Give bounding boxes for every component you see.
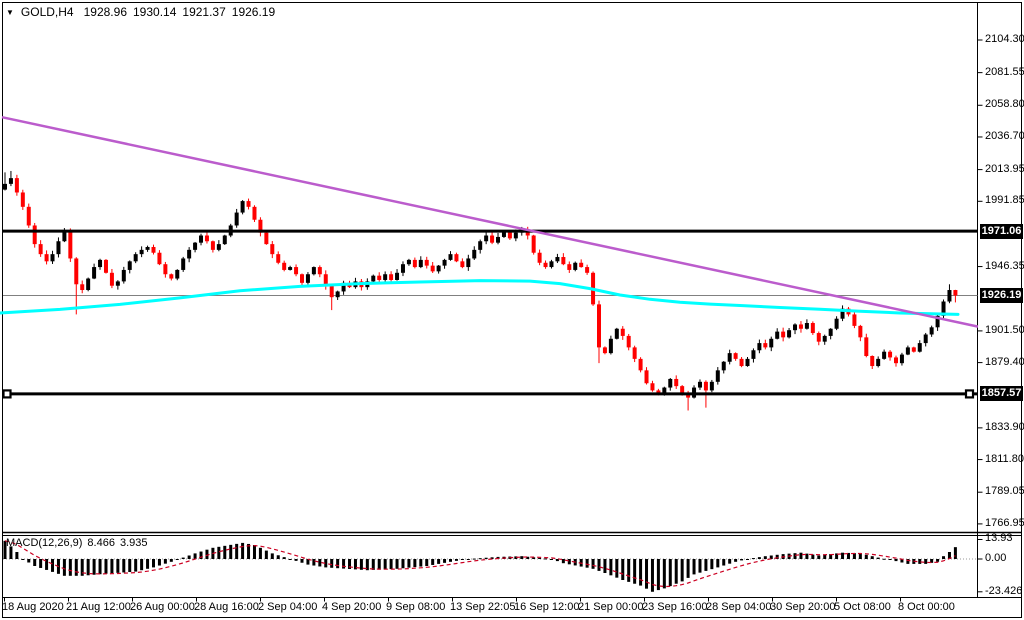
date-label: 9 Sep 08:00 xyxy=(386,601,446,613)
date-label: 5 Oct 08:00 xyxy=(834,601,891,613)
date-label: 23 Sep 16:00 xyxy=(642,601,708,613)
macd-tick-label: -23.426 xyxy=(985,584,1023,597)
descending-trendline[interactable] xyxy=(1,115,979,328)
macd-histogram xyxy=(3,540,957,592)
price-tick-label: 2036.70 xyxy=(985,129,1024,142)
line-handle[interactable] xyxy=(964,389,975,399)
low-value: 1921.37 xyxy=(182,5,226,19)
macd-value: 8.466 xyxy=(87,537,115,549)
open-value: 1928.96 xyxy=(83,5,127,19)
line-handle[interactable] xyxy=(2,389,12,399)
macd-name: MACD(12,26,9) xyxy=(6,537,83,549)
date-label: 21 Aug 12:00 xyxy=(66,601,131,613)
price-tick-label: 2013.95 xyxy=(985,162,1024,175)
price-tick-label: 1946.35 xyxy=(985,259,1024,272)
date-label: 21 Sep 00:00 xyxy=(578,601,644,613)
price-tick-label: 1901.50 xyxy=(985,323,1024,336)
date-label: 28 Aug 16:00 xyxy=(194,601,259,613)
price-tick-label: 1833.90 xyxy=(985,420,1024,433)
macd-tick-label: 13.93 xyxy=(985,532,1013,545)
date-label: 30 Sep 20:00 xyxy=(770,601,836,613)
price-tick-label: 1879.40 xyxy=(985,355,1024,368)
symbol-timeframe-label: GOLD,H4 xyxy=(20,5,74,19)
date-label: 26 Aug 00:00 xyxy=(130,601,195,613)
level-badge-support: 1857.57 xyxy=(980,386,1023,402)
date-label: 4 Sep 20:00 xyxy=(322,601,382,613)
date-label: 2 Sep 04:00 xyxy=(258,601,318,613)
symbol-dropdown-icon[interactable]: ▼ xyxy=(6,8,14,17)
price-tick-label: 1789.05 xyxy=(985,485,1024,498)
date-label: 8 Oct 00:00 xyxy=(898,601,955,613)
price-tick-label: 1766.95 xyxy=(985,516,1024,529)
price-tick-label: 2104.30 xyxy=(985,33,1024,45)
macd-signal-value: 3.935 xyxy=(119,537,148,549)
date-label: 18 Aug 2020 xyxy=(2,601,64,613)
price-tick-label: 2058.80 xyxy=(985,98,1024,111)
date-label: 28 Sep 04:00 xyxy=(706,601,772,613)
price-tick-label: 2081.55 xyxy=(985,65,1024,78)
price-tick-label: 1991.85 xyxy=(985,194,1024,207)
current-price-badge: 1926.19 xyxy=(980,287,1023,303)
high-value: 1930.14 xyxy=(133,5,177,19)
macd-signal-line xyxy=(4,540,956,588)
date-label: 16 Sep 12:00 xyxy=(514,601,580,613)
price-tick-label: 1811.80 xyxy=(985,452,1024,465)
close-value: 1926.19 xyxy=(231,5,276,19)
macd-indicator-label: MACD(12,26,9) 8.466 3.935 xyxy=(6,537,152,549)
chart-title: ▼ GOLD,H4 1928.96 1930.14 1921.37 1926.19 xyxy=(6,5,281,19)
date-label: 13 Sep 22:05 xyxy=(450,601,516,613)
macd-tick-label: 0.00 xyxy=(985,552,1007,564)
moving-average-line[interactable] xyxy=(0,279,960,316)
level-badge-resistance: 1971.06 xyxy=(980,223,1023,239)
